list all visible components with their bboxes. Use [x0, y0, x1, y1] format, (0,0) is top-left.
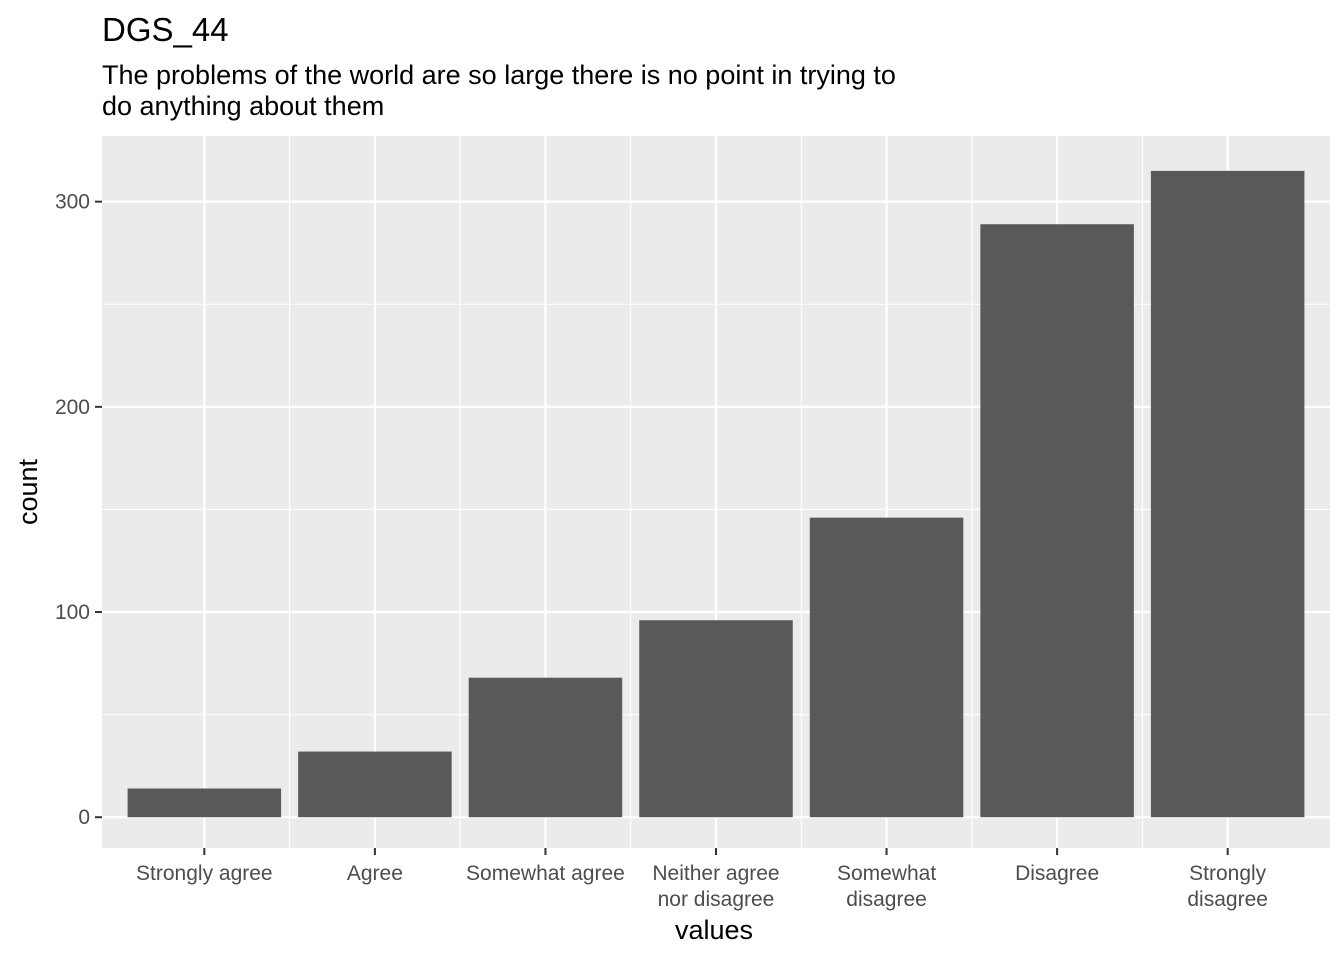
x-tick-label: Neither agree nor disagree — [652, 862, 779, 911]
bar — [980, 224, 1134, 818]
y-tick-label: 300 — [55, 191, 90, 214]
bar — [468, 677, 623, 818]
chart-subtitle-line-1: The problems of the world are so large t… — [102, 60, 896, 90]
bar — [1150, 170, 1305, 818]
x-tick-label: Strongly agree — [136, 862, 273, 885]
bar — [809, 517, 964, 818]
bars — [127, 170, 1305, 818]
y-axis: 0 100 200 300 — [55, 191, 102, 829]
chart-subtitle-line-2: do anything about them — [102, 91, 384, 121]
x-axis-title: values — [675, 915, 753, 945]
y-axis-title: count — [13, 458, 43, 525]
y-tick-label: 0 — [78, 806, 90, 829]
x-tick-label: Somewhat agree — [466, 862, 625, 885]
bar — [298, 751, 452, 818]
y-tick-label: 200 — [55, 396, 90, 419]
x-tick-label: Disagree — [1015, 862, 1099, 885]
x-tick-label: Somewhat disagree — [837, 862, 936, 911]
bar — [127, 788, 282, 818]
chart-title: DGS_44 — [102, 11, 229, 48]
x-tick-label: Strongly disagree — [1187, 862, 1268, 911]
x-axis: Strongly agree Agree Somewhat agree Neither… — [136, 848, 1268, 911]
x-tick-label: Agree — [347, 862, 403, 885]
y-tick-label: 100 — [55, 601, 90, 624]
bar — [639, 620, 793, 818]
